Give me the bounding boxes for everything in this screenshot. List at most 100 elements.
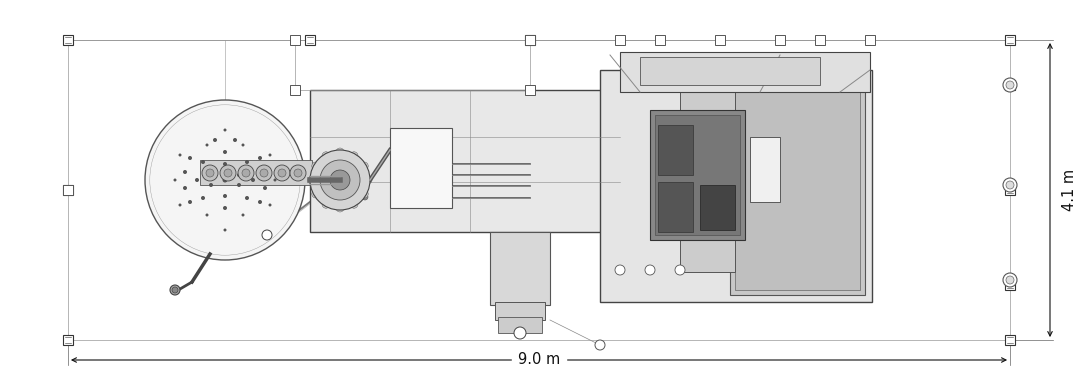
- Circle shape: [312, 190, 319, 198]
- Circle shape: [312, 162, 319, 170]
- Circle shape: [209, 173, 213, 177]
- Circle shape: [206, 144, 208, 147]
- Bar: [305, 35, 315, 45]
- Circle shape: [263, 170, 267, 174]
- Bar: [199, 160, 312, 185]
- Bar: [600, 70, 872, 302]
- Bar: [63, 335, 73, 345]
- Bar: [680, 87, 735, 272]
- Circle shape: [170, 285, 180, 295]
- Circle shape: [274, 179, 277, 182]
- Bar: [615, 35, 625, 45]
- Circle shape: [615, 265, 625, 275]
- Circle shape: [179, 204, 182, 206]
- Circle shape: [201, 196, 205, 200]
- Circle shape: [310, 150, 370, 210]
- Bar: [63, 35, 73, 45]
- Circle shape: [195, 178, 199, 182]
- Circle shape: [322, 200, 330, 208]
- Circle shape: [308, 176, 316, 184]
- Circle shape: [223, 194, 227, 198]
- Circle shape: [245, 160, 249, 164]
- Circle shape: [322, 152, 330, 160]
- Circle shape: [362, 194, 368, 200]
- Bar: [735, 82, 860, 290]
- Circle shape: [514, 327, 526, 339]
- Circle shape: [1003, 78, 1017, 92]
- Circle shape: [274, 165, 290, 181]
- Circle shape: [172, 287, 178, 293]
- Circle shape: [206, 169, 214, 177]
- Circle shape: [290, 165, 306, 181]
- Circle shape: [645, 265, 655, 275]
- Circle shape: [1006, 181, 1014, 189]
- Bar: [490, 232, 550, 305]
- Circle shape: [1006, 276, 1014, 284]
- Circle shape: [201, 160, 205, 164]
- Circle shape: [336, 148, 344, 156]
- Circle shape: [251, 178, 255, 182]
- Circle shape: [223, 162, 227, 166]
- Circle shape: [225, 169, 232, 177]
- Circle shape: [1006, 81, 1014, 89]
- Circle shape: [237, 183, 241, 187]
- Bar: [640, 57, 820, 85]
- Circle shape: [187, 156, 192, 160]
- Bar: [700, 185, 735, 230]
- Circle shape: [233, 138, 237, 142]
- Bar: [865, 35, 875, 45]
- Bar: [650, 110, 744, 240]
- Bar: [290, 35, 300, 45]
- Circle shape: [202, 165, 218, 181]
- Bar: [495, 302, 545, 320]
- Circle shape: [242, 169, 250, 177]
- Circle shape: [294, 169, 302, 177]
- Bar: [658, 182, 693, 232]
- Bar: [715, 35, 725, 45]
- Circle shape: [330, 170, 350, 190]
- Circle shape: [183, 170, 187, 174]
- Bar: [655, 35, 665, 45]
- Circle shape: [173, 179, 177, 182]
- Circle shape: [223, 150, 227, 154]
- Circle shape: [187, 200, 192, 204]
- Circle shape: [179, 154, 182, 157]
- Circle shape: [223, 128, 227, 131]
- Circle shape: [223, 228, 227, 231]
- Circle shape: [206, 214, 208, 217]
- Circle shape: [222, 177, 228, 182]
- Circle shape: [1003, 273, 1017, 287]
- Circle shape: [242, 144, 244, 147]
- Text: 4.1 m: 4.1 m: [1063, 169, 1078, 211]
- Circle shape: [675, 265, 685, 275]
- Bar: [1005, 335, 1015, 345]
- Circle shape: [336, 204, 344, 212]
- Bar: [525, 35, 535, 45]
- Circle shape: [262, 230, 272, 240]
- Circle shape: [238, 165, 254, 181]
- Bar: [1005, 185, 1015, 195]
- Bar: [290, 85, 300, 95]
- Circle shape: [183, 186, 187, 190]
- Bar: [390, 128, 452, 208]
- Circle shape: [258, 200, 262, 204]
- Bar: [1005, 80, 1015, 90]
- Circle shape: [361, 190, 368, 198]
- Circle shape: [223, 206, 227, 210]
- Circle shape: [328, 190, 342, 204]
- Circle shape: [220, 165, 237, 181]
- Circle shape: [256, 165, 272, 181]
- Circle shape: [237, 173, 241, 177]
- Circle shape: [350, 152, 358, 160]
- Bar: [620, 52, 870, 92]
- Circle shape: [209, 183, 213, 187]
- Circle shape: [261, 169, 268, 177]
- Bar: [655, 115, 740, 235]
- Bar: [775, 35, 785, 45]
- Circle shape: [1003, 178, 1017, 192]
- Circle shape: [350, 200, 358, 208]
- Circle shape: [364, 176, 372, 184]
- Text: 9.0 m: 9.0 m: [518, 353, 560, 367]
- Bar: [63, 185, 73, 195]
- Circle shape: [242, 214, 244, 217]
